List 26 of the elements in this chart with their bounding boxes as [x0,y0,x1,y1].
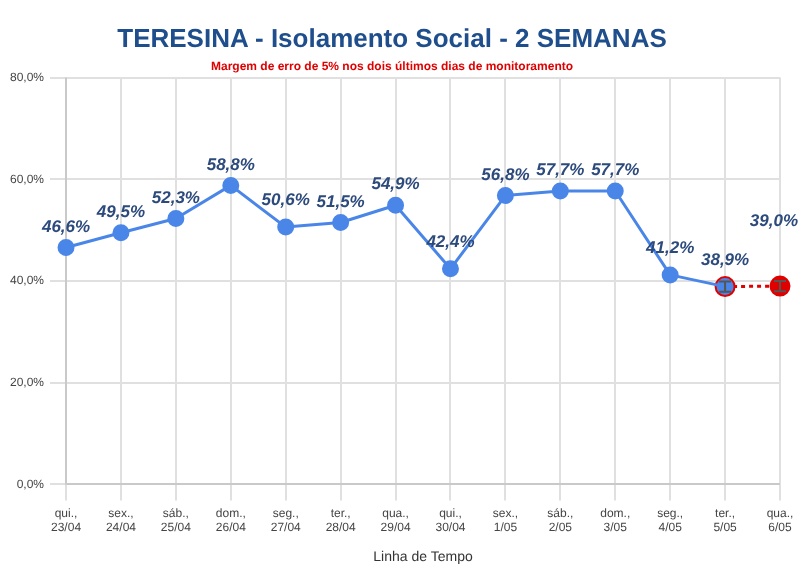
data-label: 58,8% [206,153,256,174]
point [167,209,185,227]
point [277,218,295,236]
data-label: 51,5% [316,190,366,211]
chart-title: TERESINA - Isolamento Social - 2 SEMANAS [117,22,668,53]
data-label: 50,6% [261,189,311,210]
data-label: 46,6% [39,215,91,236]
data-label: 56,8% [481,163,531,184]
data-label: 57,7% [591,159,641,180]
point [441,260,459,278]
data-label: 57,7% [536,159,586,180]
point [496,187,514,205]
data-label: 49,5% [94,200,146,221]
point [222,176,240,194]
point [332,214,350,232]
point [769,275,791,297]
point [57,238,75,256]
point [112,224,130,242]
point [661,266,679,284]
point [551,182,569,200]
data-label: 52,3% [151,186,201,207]
point [606,182,624,200]
data-label: 38,9% [700,248,751,269]
data-label: 39,0% [749,210,799,231]
data-label: 54,9% [371,173,421,194]
point [387,196,405,214]
